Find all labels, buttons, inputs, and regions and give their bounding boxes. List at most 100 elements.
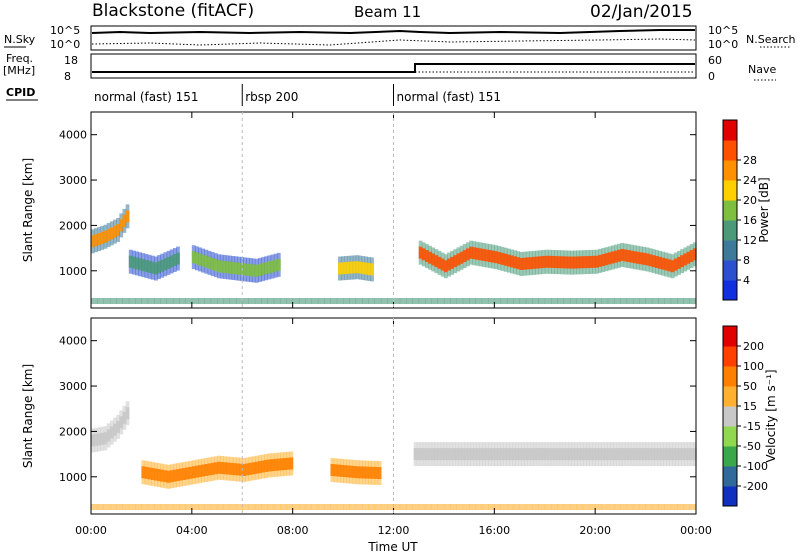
echo-cell — [349, 261, 354, 274]
echo-cell — [440, 448, 445, 461]
echo-cell — [601, 254, 606, 267]
echo-cell — [455, 448, 460, 461]
echo-cell — [562, 448, 567, 461]
echo-cell — [267, 459, 272, 472]
echo-cell — [440, 258, 445, 271]
cpid-segment-label: normal (fast) 151 — [397, 90, 501, 104]
ground-scatter-cell — [632, 504, 640, 510]
freq-tick-bottom: 8 — [64, 70, 71, 83]
beam-title: Beam 11 — [354, 3, 421, 21]
colorbar-tick-label: 4 — [743, 274, 750, 287]
ground-scatter-cell — [280, 504, 287, 510]
echo-cell — [693, 448, 697, 461]
ground-scatter-cell — [437, 298, 445, 304]
ground-scatter-cell — [425, 504, 432, 510]
ground-scatter-cell — [343, 298, 350, 304]
velocity-ylabel: Slant Range [km] — [21, 364, 35, 468]
ground-scatter-cell — [399, 298, 407, 304]
echo-cell — [642, 448, 647, 461]
ground-scatter-cell — [431, 298, 439, 304]
echo-cell — [355, 466, 360, 479]
colorbar-tick-label: -100 — [743, 460, 768, 473]
ground-scatter-cell — [683, 298, 691, 304]
power-heatmap — [91, 204, 697, 304]
echo-cell — [458, 448, 463, 461]
colorbar-tick-label: -200 — [743, 480, 768, 493]
echo-cell — [677, 256, 681, 269]
ground-scatter-cell — [330, 504, 338, 510]
echo-cell — [604, 448, 608, 461]
echo-cell — [343, 262, 348, 275]
echo-cell — [604, 253, 609, 266]
echo-cell — [368, 466, 373, 479]
echo-cell — [428, 448, 433, 461]
echo-cell — [669, 448, 673, 461]
ground-scatter-cell — [298, 298, 306, 304]
colorbar-segment — [723, 280, 737, 301]
freq-unit: [MHz] — [3, 64, 35, 77]
ground-scatter-cell — [135, 504, 142, 510]
echo-cell — [681, 448, 685, 461]
colorbar-tick-label: 100 — [743, 360, 764, 373]
echo-cell — [194, 465, 199, 478]
echo-cell — [598, 448, 602, 461]
echo-cell — [125, 407, 130, 420]
ground-scatter-cell — [349, 298, 357, 304]
ground-scatter-cell — [437, 504, 445, 510]
nave-label: Nave — [748, 63, 776, 76]
ground-scatter-cell — [387, 298, 394, 304]
y-tick-label: 1000 — [59, 265, 87, 278]
echo-cell — [469, 246, 473, 259]
echo-cell — [500, 448, 504, 461]
echo-cell — [194, 252, 199, 265]
ground-scatter-cell — [595, 298, 602, 304]
echo-cell — [239, 463, 243, 476]
velocity-y-axis: 1000 2000 3000 4000 — [59, 335, 696, 484]
echo-cell — [160, 259, 165, 272]
ground-scatter-cell — [456, 298, 464, 304]
echo-cell — [515, 448, 519, 461]
ground-scatter-cell — [632, 298, 640, 304]
echo-cell — [141, 259, 146, 272]
echo-cell — [122, 214, 127, 227]
echo-cell — [280, 458, 284, 471]
power-ylabel: Slant Range [km] — [21, 158, 35, 262]
colorbar-segment — [723, 200, 737, 221]
echo-cell — [270, 260, 275, 273]
echo-cell — [494, 448, 498, 461]
echo-cell — [516, 257, 521, 270]
ground-scatter-cell — [626, 504, 634, 510]
ground-scatter-cell — [380, 504, 388, 510]
echo-cell — [144, 466, 149, 479]
ground-scatter-cell — [324, 504, 331, 510]
colorbar-segment — [723, 140, 737, 161]
ground-scatter-cell — [677, 504, 684, 510]
echo-cell — [456, 253, 461, 266]
ground-scatter-cell — [191, 504, 199, 510]
y-tick-label: 4000 — [59, 335, 87, 348]
echo-cell — [119, 219, 124, 232]
echo-cell — [661, 257, 666, 270]
echo-cell — [346, 261, 351, 274]
colorbar-segment — [723, 220, 737, 241]
ground-scatter-cell — [298, 504, 306, 510]
nsky-label: N.Sky — [4, 33, 36, 46]
echo-cell — [491, 448, 495, 461]
ground-scatter-cell — [538, 504, 546, 510]
echo-cell — [371, 466, 376, 479]
echo-cell — [446, 448, 451, 461]
ground-scatter-cell — [626, 298, 634, 304]
colorbar-tick-label: 16 — [743, 214, 757, 227]
ground-scatter-cell — [544, 298, 552, 304]
echo-cell — [658, 256, 662, 269]
echo-cell — [109, 227, 114, 240]
echo-cell — [370, 263, 374, 276]
x-tick-label: 20:00 — [579, 524, 611, 537]
echo-cell — [467, 448, 472, 461]
echo-cell — [689, 250, 694, 263]
ground-scatter-cell — [494, 298, 502, 304]
echo-cell — [553, 448, 558, 461]
ground-scatter-cell — [557, 298, 565, 304]
ground-scatter-cell — [588, 504, 596, 510]
